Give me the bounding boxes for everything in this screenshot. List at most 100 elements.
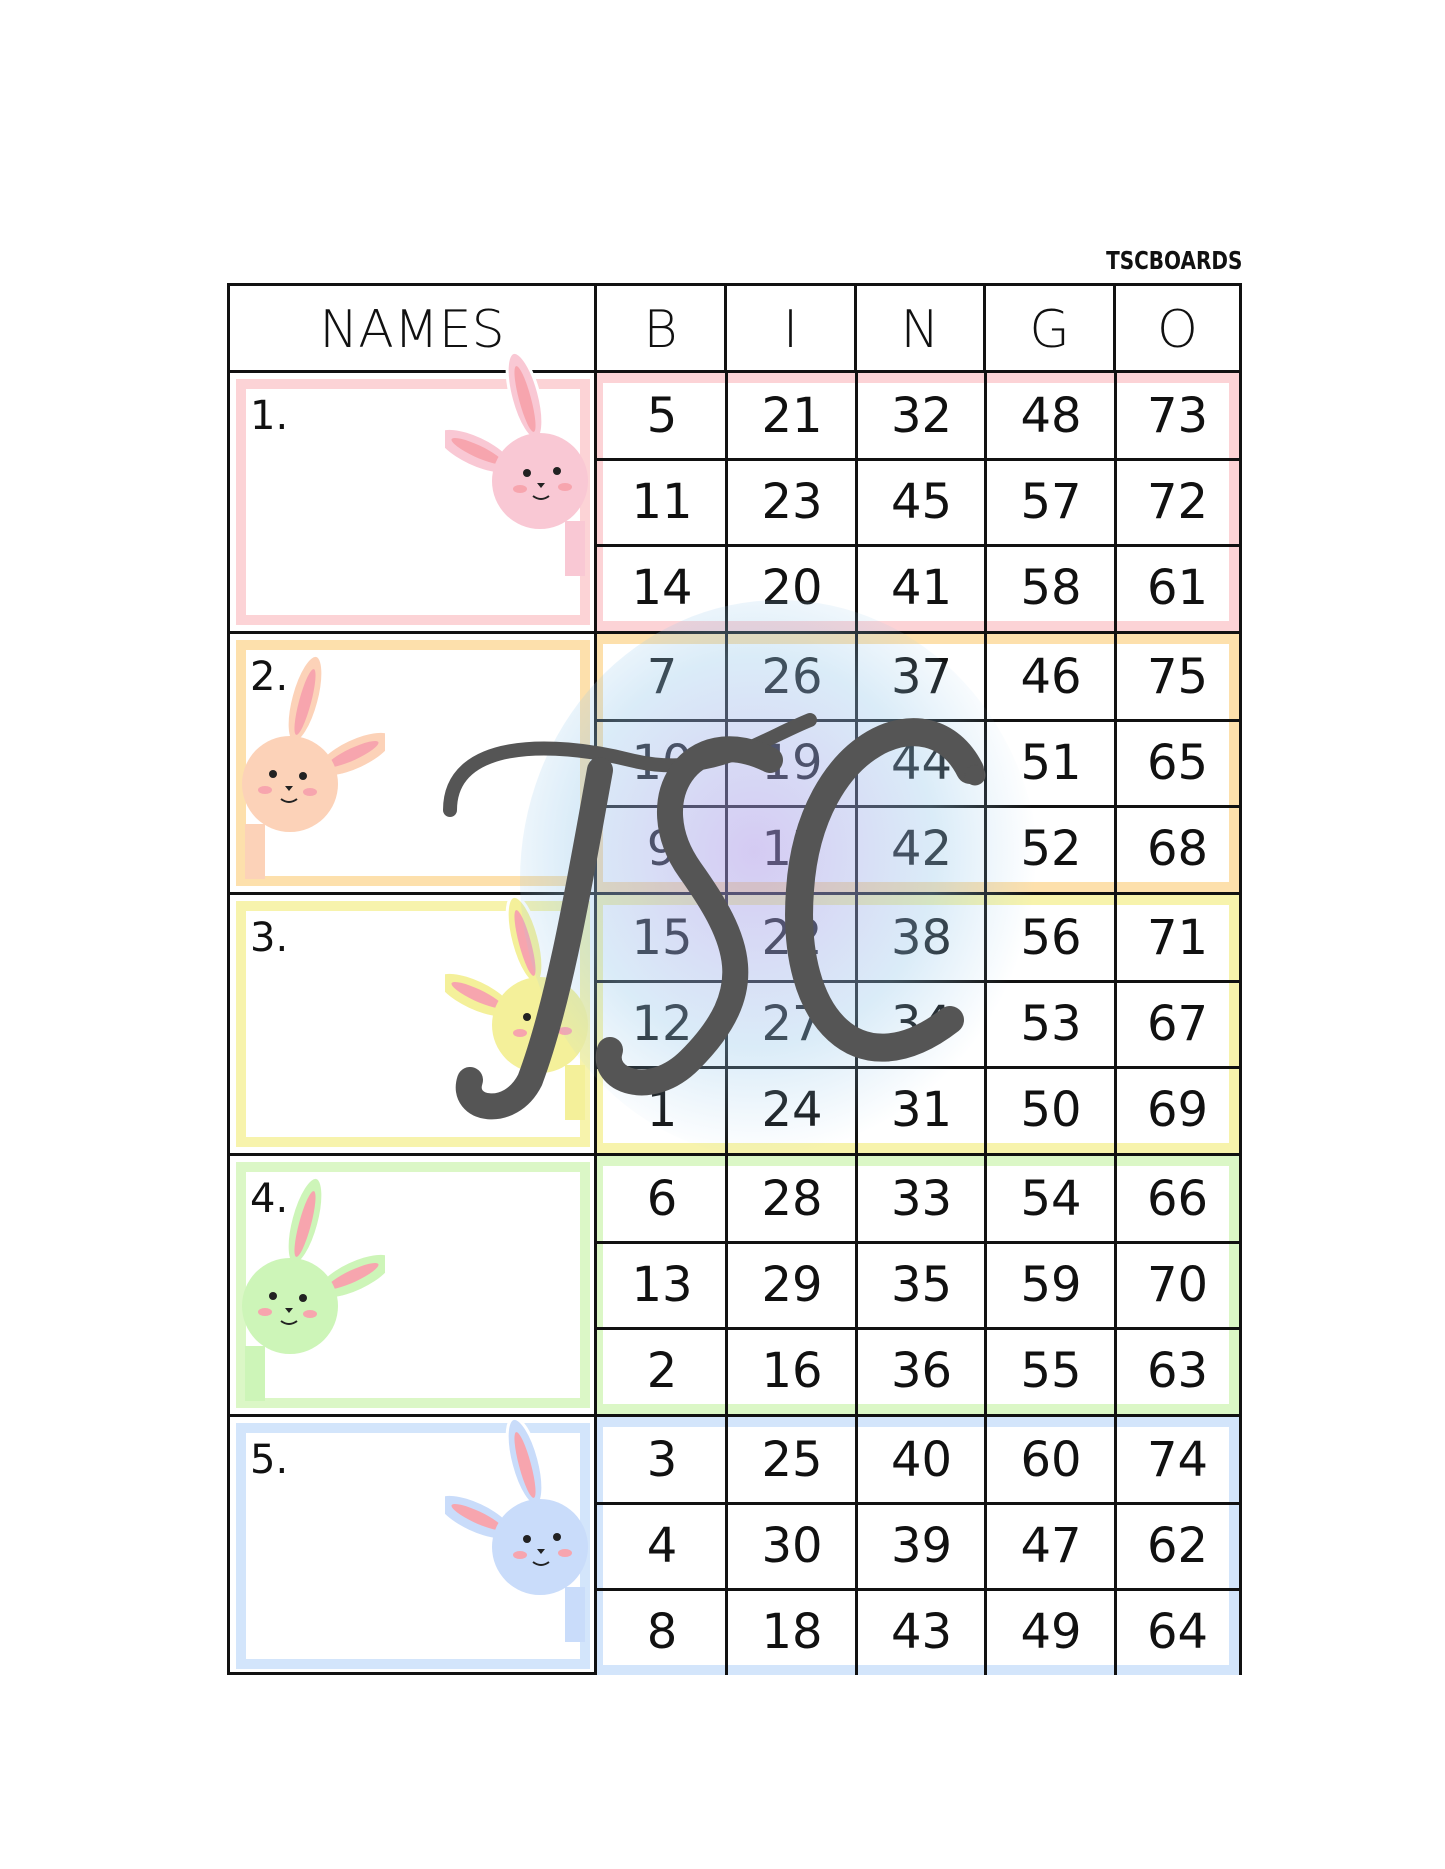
row-divider xyxy=(597,1066,1239,1069)
bingo-number: 21 xyxy=(761,388,823,444)
column-divider xyxy=(855,1417,858,1675)
bingo-number: 13 xyxy=(631,1257,693,1313)
row-divider xyxy=(597,1241,1239,1244)
bingo-number: 69 xyxy=(1146,1082,1209,1138)
bingo-number: 27 xyxy=(761,996,823,1052)
column-divider xyxy=(984,895,987,1153)
column-divider xyxy=(1114,1156,1117,1414)
bunny-illustration xyxy=(235,653,392,889)
bingo-number: 50 xyxy=(1020,1082,1082,1138)
bingo-number: 57 xyxy=(1020,474,1082,530)
bingo-number: 42 xyxy=(890,821,953,877)
column-divider xyxy=(725,1156,728,1414)
bingo-number: 23 xyxy=(761,474,823,530)
name-frame xyxy=(236,1162,590,1408)
column-divider xyxy=(855,1156,858,1414)
bingo-number: 5 xyxy=(646,388,678,444)
bingo-number: 39 xyxy=(890,1518,953,1574)
name-field[interactable]: 3. xyxy=(230,894,597,1153)
bingo-number: 3 xyxy=(646,1432,678,1488)
header-o: O xyxy=(1157,299,1198,360)
bingo-number: 40 xyxy=(890,1432,953,1488)
bingo-number: 55 xyxy=(1020,1343,1082,1399)
player-number: 2. xyxy=(250,654,289,700)
column-divider xyxy=(725,895,728,1153)
player-group-5: 5. 3 25 40 60 74 4 30 39 47 62 8 18 43 49 64 xyxy=(230,1414,1239,1675)
bingo-number: 66 xyxy=(1146,1171,1209,1227)
player-number: 1. xyxy=(250,393,289,439)
column-divider xyxy=(725,373,728,631)
bunny-illustration xyxy=(438,894,595,1130)
bingo-number: 19 xyxy=(761,735,823,791)
bingo-number: 72 xyxy=(1146,474,1209,530)
bingo-number: 56 xyxy=(1020,910,1082,966)
row-divider xyxy=(597,1502,1239,1505)
bingo-number: 60 xyxy=(1020,1432,1082,1488)
column-divider xyxy=(984,1156,987,1414)
row-divider xyxy=(597,980,1239,983)
number-grid xyxy=(597,1417,1239,1675)
player-group-1: 1. 5 21 32 48 73 11 23 45 57 72 14 20 41 58 61 xyxy=(230,350,1239,631)
bingo-number: 24 xyxy=(761,1082,823,1138)
bingo-number: 35 xyxy=(890,1257,953,1313)
name-field[interactable]: 1. xyxy=(230,350,597,631)
bunny-illustration xyxy=(438,350,595,586)
bingo-number: 38 xyxy=(890,910,953,966)
header-i: I xyxy=(727,286,857,373)
bingo-number: 34 xyxy=(890,996,953,1052)
row-divider xyxy=(597,544,1239,547)
bingo-number: 65 xyxy=(1146,735,1209,791)
name-field[interactable]: 5. xyxy=(230,1416,597,1675)
column-divider xyxy=(984,373,987,631)
bingo-number: 8 xyxy=(646,1604,678,1660)
bingo-number: 53 xyxy=(1020,996,1082,1052)
bingo-number: 2 xyxy=(646,1343,678,1399)
bingo-number: 18 xyxy=(761,1604,823,1660)
bingo-number: 36 xyxy=(890,1343,953,1399)
bingo-number: 10 xyxy=(631,735,693,791)
header-g: G xyxy=(986,286,1116,373)
name-field[interactable]: 4. xyxy=(230,1156,597,1414)
bingo-number: 54 xyxy=(1020,1171,1082,1227)
bingo-number: 62 xyxy=(1146,1518,1209,1574)
bingo-number: 70 xyxy=(1146,1257,1209,1313)
bingo-number: 41 xyxy=(890,560,953,616)
number-grid xyxy=(597,1156,1239,1414)
column-divider xyxy=(855,634,858,892)
row-divider xyxy=(597,805,1239,808)
bingo-number: 63 xyxy=(1146,1343,1209,1399)
bingo-number: 67 xyxy=(1146,996,1209,1052)
bingo-number: 12 xyxy=(631,996,693,1052)
row-divider xyxy=(597,458,1239,461)
bingo-number: 25 xyxy=(761,1432,823,1488)
header-n: N xyxy=(857,286,986,373)
bingo-number: 22 xyxy=(761,910,823,966)
row-divider xyxy=(597,1588,1239,1591)
bunny-illustration xyxy=(235,1175,392,1411)
bingo-number: 7 xyxy=(646,649,678,705)
column-divider xyxy=(1114,1417,1117,1675)
player-group-2: 2. 7 26 37 46 75 10 19 44 51 65 9 17 42 52 68 xyxy=(230,631,1239,892)
brand-label: TSCBOARDS xyxy=(1105,246,1242,275)
player-number: 3. xyxy=(250,915,289,961)
bingo-number: 58 xyxy=(1020,560,1082,616)
bingo-number: 43 xyxy=(890,1604,953,1660)
header-b: B xyxy=(597,286,727,373)
column-divider xyxy=(984,634,987,892)
bingo-number: 73 xyxy=(1146,388,1209,444)
bingo-number: 6 xyxy=(646,1171,678,1227)
bingo-number: 16 xyxy=(761,1343,823,1399)
column-divider xyxy=(984,1417,987,1675)
bingo-number: 44 xyxy=(890,735,953,791)
bingo-number: 46 xyxy=(1020,649,1082,705)
column-divider xyxy=(855,373,858,631)
name-field[interactable]: 2. xyxy=(230,634,597,892)
column-divider xyxy=(855,895,858,1153)
bingo-number: 9 xyxy=(646,821,678,877)
player-number: 5. xyxy=(250,1437,289,1483)
bingo-number: 14 xyxy=(631,560,693,616)
bingo-number: 59 xyxy=(1020,1257,1082,1313)
bingo-table: NAMES B I N G O 1. 5 21 32 48 73 11 23 45 57 72 14 20 41 58… xyxy=(227,283,1242,1675)
column-divider xyxy=(725,634,728,892)
